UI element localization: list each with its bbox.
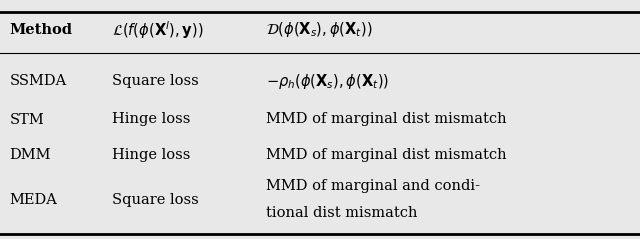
- Text: MMD of marginal dist mismatch: MMD of marginal dist mismatch: [266, 113, 506, 126]
- Text: Hinge loss: Hinge loss: [112, 148, 190, 162]
- Text: MMD of marginal and condi-: MMD of marginal and condi-: [266, 179, 479, 193]
- Text: $\mathcal{D}(\phi(\mathbf{X}_s),\phi(\mathbf{X}_t))$: $\mathcal{D}(\phi(\mathbf{X}_s),\phi(\ma…: [266, 20, 372, 39]
- Text: Square loss: Square loss: [112, 74, 199, 88]
- Text: DMM: DMM: [10, 148, 51, 162]
- Text: Method: Method: [10, 23, 72, 37]
- Text: Hinge loss: Hinge loss: [112, 113, 190, 126]
- Text: MEDA: MEDA: [10, 193, 58, 206]
- Text: tional dist mismatch: tional dist mismatch: [266, 206, 417, 220]
- Text: $\mathcal{L}(f(\phi(\mathbf{X}^l),\mathbf{y}))$: $\mathcal{L}(f(\phi(\mathbf{X}^l),\mathb…: [112, 19, 204, 41]
- Text: STM: STM: [10, 113, 44, 126]
- Text: Square loss: Square loss: [112, 193, 199, 206]
- Text: SSMDA: SSMDA: [10, 74, 67, 88]
- Text: MMD of marginal dist mismatch: MMD of marginal dist mismatch: [266, 148, 506, 162]
- Text: $-\rho_h(\phi(\mathbf{X}_s),\phi(\mathbf{X}_t))$: $-\rho_h(\phi(\mathbf{X}_s),\phi(\mathbf…: [266, 72, 389, 91]
